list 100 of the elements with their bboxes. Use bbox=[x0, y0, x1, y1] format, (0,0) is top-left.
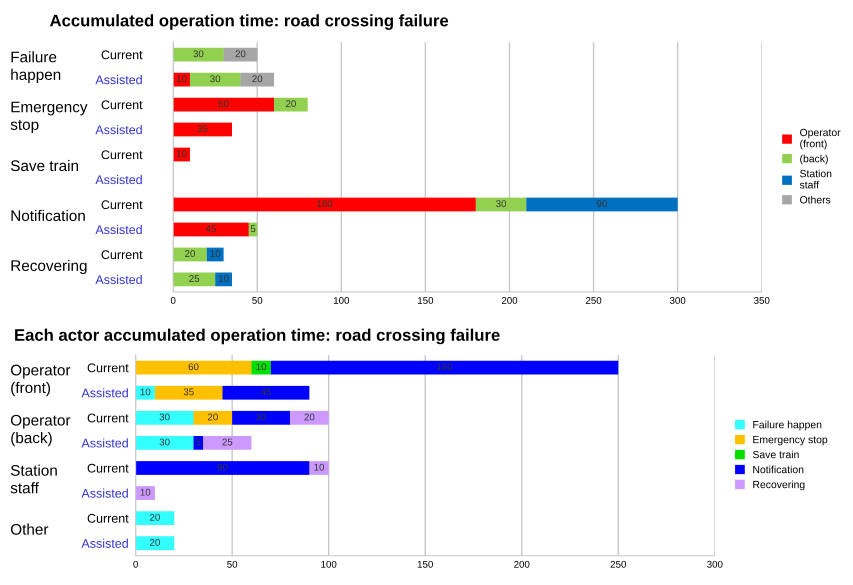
x-tick-label: 150 bbox=[418, 560, 433, 568]
bar bbox=[270, 360, 618, 375]
bar bbox=[274, 98, 308, 112]
bar bbox=[136, 536, 174, 550]
x-tick-label: 250 bbox=[610, 560, 626, 568]
y-tick-label: Current bbox=[102, 250, 143, 260]
legend-label: Notification bbox=[753, 466, 804, 474]
y-tick-label: Current bbox=[102, 150, 143, 160]
data-label: 20 bbox=[208, 414, 218, 420]
data-label: 90 bbox=[218, 464, 228, 471]
bar bbox=[526, 198, 678, 212]
data-label: 35 bbox=[184, 388, 194, 396]
data-label: 10 bbox=[218, 275, 229, 282]
data-label: 20 bbox=[252, 75, 262, 82]
text: Other bbox=[10, 524, 48, 535]
x-tick-label: 350 bbox=[754, 297, 770, 304]
legend-label: Recovering bbox=[753, 480, 804, 490]
data-label: 60 bbox=[188, 363, 199, 370]
legend-label: Emergency stop bbox=[753, 436, 828, 446]
bar bbox=[173, 148, 190, 162]
data-label: 45 bbox=[206, 225, 216, 232]
x-tick-label: 100 bbox=[334, 297, 350, 304]
text: Notification bbox=[11, 210, 85, 222]
bar bbox=[136, 436, 194, 450]
y-tick-label: Assisted bbox=[95, 75, 142, 84]
bar bbox=[154, 386, 223, 400]
bar bbox=[309, 461, 329, 475]
bar bbox=[173, 272, 216, 286]
x-tick-label: 0 bbox=[170, 297, 176, 304]
x-tick-label: 0 bbox=[133, 560, 138, 568]
legend-label: Station staff bbox=[800, 170, 832, 188]
bar bbox=[173, 98, 274, 112]
text: Failure happen bbox=[11, 51, 60, 83]
x-tick-label: 150 bbox=[418, 297, 434, 304]
data-label: 10 bbox=[210, 250, 220, 258]
data-label: 30 bbox=[160, 414, 170, 420]
data-label: 60 bbox=[218, 100, 229, 108]
data-label: 30 bbox=[496, 200, 506, 208]
x-tick-label: 200 bbox=[502, 297, 518, 304]
chart-title: Accumulated operation time: road crossing failure bbox=[50, 14, 448, 30]
bar bbox=[290, 410, 329, 425]
legend-label: Operator (front) bbox=[800, 128, 840, 150]
bar bbox=[194, 410, 232, 425]
text: Recovering bbox=[11, 260, 87, 274]
data-label: 30 bbox=[256, 414, 266, 420]
data-label: 25 bbox=[222, 438, 232, 446]
y-tick-label: Assisted bbox=[81, 438, 128, 448]
data-label: 45 bbox=[260, 388, 271, 396]
text: Operator (back) bbox=[10, 414, 70, 446]
bar bbox=[206, 248, 224, 262]
y-tick-label: Current bbox=[88, 464, 129, 473]
bar bbox=[173, 198, 476, 212]
y-tick-label: Current bbox=[88, 514, 129, 523]
data-label: 10 bbox=[256, 363, 266, 370]
bar bbox=[173, 122, 232, 136]
x-tick-label: 300 bbox=[707, 560, 723, 568]
data-label: 10 bbox=[176, 75, 187, 82]
y-tick-label: Current bbox=[102, 100, 143, 110]
bar bbox=[476, 198, 526, 212]
data-label: 5 bbox=[250, 225, 256, 232]
y-tick-label: Assisted bbox=[95, 224, 142, 234]
bar bbox=[136, 461, 310, 475]
text: Station staff bbox=[10, 464, 57, 494]
text: Emergency stop bbox=[10, 102, 88, 133]
bar bbox=[215, 272, 232, 286]
data-label: 20 bbox=[236, 50, 246, 58]
data-label: 180 bbox=[437, 363, 452, 370]
y-tick-label: Assisted bbox=[95, 125, 142, 134]
legend-label: Failure happen bbox=[753, 420, 822, 430]
data-label: 10 bbox=[314, 464, 324, 471]
data-label: 20 bbox=[286, 100, 296, 108]
y-tick-label: Current bbox=[88, 363, 129, 372]
bar bbox=[136, 486, 155, 500]
y-tick-label: Current bbox=[88, 414, 129, 422]
y-tick-label: Assisted bbox=[95, 274, 142, 284]
bar bbox=[222, 386, 310, 400]
data-label: 35 bbox=[198, 125, 208, 132]
data-label: 10 bbox=[140, 488, 150, 496]
bar bbox=[203, 436, 252, 450]
y-tick-label: Assisted bbox=[81, 388, 128, 398]
chart-title: Each actor accumulated operation time: road crossing failure bbox=[15, 328, 500, 344]
x-tick-label: 200 bbox=[514, 560, 530, 568]
data-label: 20 bbox=[150, 538, 160, 546]
x-tick-label: 100 bbox=[321, 560, 336, 568]
text: Save train bbox=[10, 160, 78, 172]
bar bbox=[173, 48, 224, 62]
data-label: 30 bbox=[210, 75, 220, 82]
data-label: 180 bbox=[317, 200, 332, 208]
x-tick-label: 300 bbox=[670, 297, 686, 304]
y-tick-label: Assisted bbox=[81, 488, 128, 498]
legend-label: (back) bbox=[800, 154, 828, 164]
bar bbox=[173, 72, 190, 86]
legend-label: Save train bbox=[752, 450, 799, 458]
y-tick-label: Current bbox=[102, 200, 143, 210]
bar bbox=[136, 410, 194, 425]
data-label: 20 bbox=[185, 250, 196, 258]
x-tick-label: 250 bbox=[586, 297, 602, 304]
bar bbox=[251, 360, 271, 375]
x-tick-label: 50 bbox=[252, 297, 262, 304]
data-label: 10 bbox=[176, 150, 187, 158]
